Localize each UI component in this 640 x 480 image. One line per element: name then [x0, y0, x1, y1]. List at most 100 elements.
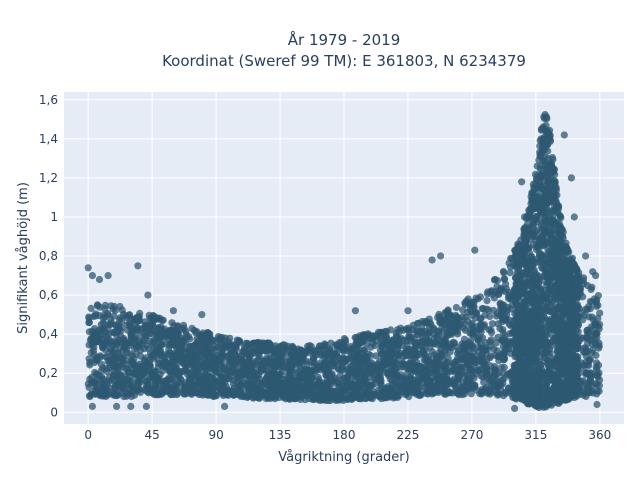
- data-point: [131, 334, 139, 342]
- data-point: [425, 328, 433, 336]
- data-point: [547, 301, 555, 309]
- data-point: [237, 392, 245, 400]
- data-point: [538, 257, 546, 265]
- data-point: [595, 382, 604, 390]
- data-point: [538, 264, 546, 272]
- data-point: [208, 336, 216, 344]
- data-point: [506, 269, 514, 277]
- data-point: [486, 390, 494, 398]
- data-point: [212, 392, 220, 400]
- data-point: [529, 261, 537, 269]
- data-point: [204, 345, 212, 353]
- data-point: [500, 335, 508, 343]
- data-point: [92, 380, 100, 388]
- data-point: [308, 385, 316, 393]
- data-point: [528, 188, 536, 197]
- data-point: [388, 381, 396, 389]
- data-point: [433, 333, 441, 341]
- data-point: [123, 326, 132, 334]
- data-point: [466, 325, 475, 333]
- data-point: [151, 383, 159, 391]
- data-point: [85, 355, 93, 363]
- data-point: [533, 172, 542, 180]
- data-point: [496, 299, 504, 307]
- data-point: [105, 384, 114, 392]
- data-point: [441, 335, 449, 343]
- data-point: [516, 375, 524, 383]
- data-point: [474, 295, 482, 303]
- data-point: [409, 376, 417, 385]
- data-point: [158, 316, 166, 325]
- data-point: [359, 331, 367, 339]
- data-point: [431, 359, 439, 367]
- data-point: [107, 319, 115, 327]
- data-point: [321, 340, 329, 348]
- data-point: [460, 335, 469, 343]
- data-point: [118, 317, 126, 325]
- data-point: [551, 313, 559, 321]
- data-point: [423, 386, 431, 394]
- data-point: [176, 341, 184, 349]
- data-point: [140, 356, 148, 364]
- data-point: [91, 368, 99, 377]
- data-point: [350, 344, 358, 352]
- data-point: [335, 365, 343, 374]
- data-point: [156, 334, 164, 342]
- data-point: [97, 367, 105, 375]
- data-point: [168, 375, 176, 383]
- data-point: [279, 346, 288, 354]
- data-point: [547, 401, 556, 409]
- data-point: [238, 348, 247, 356]
- data-point: [242, 358, 250, 367]
- data-point: [542, 330, 550, 338]
- data-point: [240, 379, 249, 387]
- data-point: [87, 304, 95, 312]
- data-point: [121, 312, 130, 320]
- data-point: [251, 339, 259, 347]
- data-point: [518, 369, 526, 377]
- data-point: [331, 374, 339, 382]
- data-point: [486, 354, 494, 362]
- data-point: [484, 288, 492, 296]
- data-point: [128, 352, 137, 360]
- data-point: [540, 344, 548, 352]
- data-point: [327, 339, 335, 347]
- chart-subtitle: Koordinat (Sweref 99 TM): E 361803, N 62…: [162, 52, 526, 70]
- data-point: [530, 268, 539, 276]
- data-point: [131, 344, 139, 353]
- data-point: [542, 199, 550, 207]
- data-point: [545, 392, 553, 400]
- data-point: [594, 301, 602, 309]
- data-point: [113, 338, 121, 346]
- data-point: [311, 366, 319, 374]
- data-point: [134, 386, 142, 394]
- data-point: [536, 165, 545, 173]
- data-point: [135, 340, 143, 348]
- data-point: [541, 314, 549, 322]
- data-point: [547, 342, 556, 350]
- data-point: [323, 386, 331, 394]
- data-point: [258, 343, 266, 351]
- data-point: [480, 378, 488, 386]
- data-point: [547, 265, 556, 273]
- data-point: [423, 358, 431, 366]
- data-point: [542, 306, 551, 314]
- data-point: [100, 387, 108, 395]
- data-point: [480, 358, 488, 366]
- data-point: [244, 341, 252, 349]
- data-point: [99, 344, 107, 352]
- data-point: [366, 381, 374, 389]
- data-point: [103, 367, 111, 375]
- data-point: [458, 356, 466, 364]
- data-points: [84, 111, 604, 412]
- data-point: [495, 378, 503, 386]
- data-point: [312, 347, 320, 355]
- data-point: [556, 223, 565, 231]
- data-point: [453, 313, 461, 321]
- data-point: [323, 351, 331, 359]
- data-point: [556, 212, 564, 220]
- data-point: [94, 302, 102, 310]
- data-point: [564, 343, 572, 351]
- data-point: [365, 365, 373, 373]
